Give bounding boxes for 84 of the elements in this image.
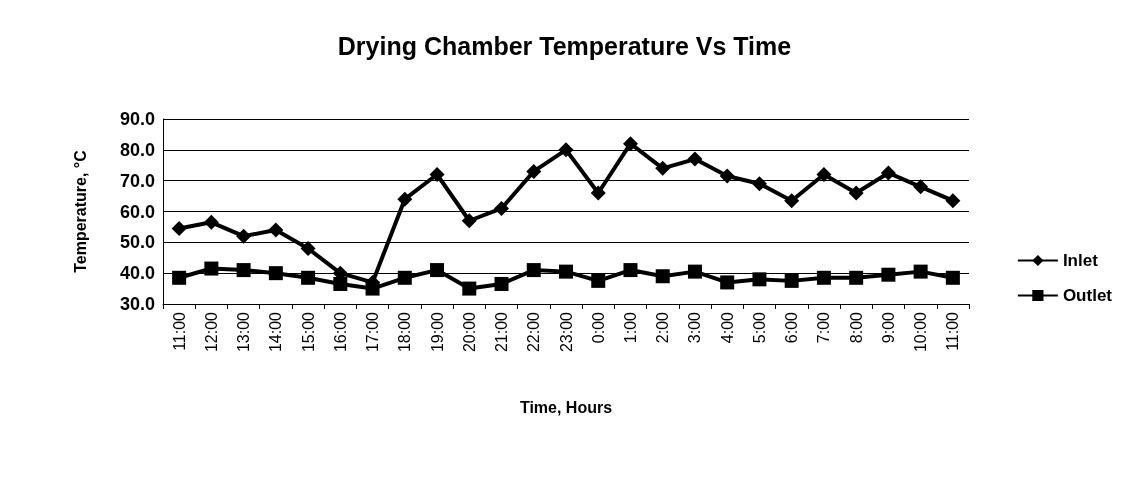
chart-title: Drying Chamber Temperature Vs Time bbox=[337, 31, 792, 60]
x-tick-label: 15:00 bbox=[299, 311, 317, 353]
point bbox=[494, 276, 509, 291]
x-tick-label: 1:00 bbox=[621, 311, 639, 344]
x-tick-label: 18:00 bbox=[396, 311, 414, 353]
point bbox=[559, 264, 573, 279]
y-tick-label: 80.0 bbox=[119, 139, 155, 160]
y-tick-label: 30.0 bbox=[119, 294, 155, 314]
point bbox=[429, 167, 445, 182]
x-tick-label: 13:00 bbox=[235, 311, 253, 353]
point bbox=[171, 220, 187, 236]
x-tick-label: 12:00 bbox=[202, 311, 220, 353]
x-tick-label: 4:00 bbox=[718, 311, 736, 344]
x-tick-label: 3:00 bbox=[686, 311, 704, 344]
x-tick-label: 23:00 bbox=[557, 311, 575, 353]
point bbox=[268, 222, 284, 238]
x-tick-label: 11:00 bbox=[170, 311, 188, 351]
point bbox=[203, 214, 219, 230]
point bbox=[816, 270, 831, 285]
x-tick-label: 5:00 bbox=[750, 311, 768, 344]
x-tick-label: 0:00 bbox=[589, 311, 607, 344]
point bbox=[494, 200, 510, 216]
y-tick-label: 60.0 bbox=[119, 201, 155, 222]
point bbox=[848, 185, 864, 201]
point bbox=[558, 142, 574, 158]
point bbox=[526, 163, 542, 179]
x-tick-label: 21:00 bbox=[493, 311, 511, 353]
x-tick-label: 16:00 bbox=[331, 311, 349, 353]
legend-label: Outlet bbox=[1062, 286, 1113, 305]
point bbox=[461, 213, 477, 229]
point bbox=[526, 263, 541, 278]
x-axis-title: Time, Hours bbox=[519, 398, 613, 416]
point bbox=[172, 270, 187, 285]
x-tick-label: 7:00 bbox=[815, 311, 833, 344]
point bbox=[623, 263, 638, 278]
point bbox=[751, 176, 767, 192]
point bbox=[655, 269, 670, 284]
x-tick-label: 2:00 bbox=[654, 311, 672, 344]
x-tick-label: 11:00 bbox=[944, 311, 962, 351]
point bbox=[849, 270, 864, 285]
x-tick-label: 20:00 bbox=[460, 311, 478, 353]
point bbox=[784, 273, 799, 288]
point bbox=[591, 273, 606, 288]
y-tick-label: 40.0 bbox=[119, 263, 155, 284]
point bbox=[655, 160, 671, 176]
point bbox=[880, 165, 896, 181]
point bbox=[204, 261, 219, 276]
point bbox=[397, 270, 412, 285]
y-tick-label: 70.0 bbox=[119, 170, 155, 191]
point bbox=[816, 167, 832, 182]
point bbox=[719, 168, 735, 184]
point bbox=[622, 136, 638, 152]
point bbox=[945, 193, 961, 209]
point bbox=[687, 264, 702, 279]
point bbox=[590, 185, 606, 201]
point bbox=[913, 264, 928, 279]
point bbox=[268, 266, 283, 281]
x-tick-label: 9:00 bbox=[879, 311, 897, 344]
x-tick-label: 10:00 bbox=[912, 311, 930, 353]
x-tick-label: 6:00 bbox=[783, 311, 801, 344]
point bbox=[784, 193, 800, 209]
point bbox=[752, 272, 767, 287]
point bbox=[720, 275, 735, 290]
point bbox=[881, 267, 896, 282]
point bbox=[236, 228, 252, 244]
x-tick-label: 19:00 bbox=[428, 311, 446, 353]
x-tick-label: 17:00 bbox=[364, 311, 382, 353]
y-tick-label: 90.0 bbox=[119, 109, 155, 129]
x-tick-label: 14:00 bbox=[267, 311, 285, 353]
legend-label: Inlet bbox=[1062, 251, 1099, 270]
point bbox=[301, 270, 316, 285]
y-tick-label: 50.0 bbox=[119, 232, 155, 253]
point bbox=[236, 263, 251, 278]
x-tick-label: 22:00 bbox=[525, 311, 543, 353]
y-axis-title: Temperature, °C bbox=[71, 149, 89, 273]
point bbox=[430, 263, 445, 278]
point bbox=[945, 270, 960, 285]
point bbox=[462, 281, 477, 296]
point bbox=[913, 179, 929, 195]
point bbox=[687, 151, 703, 167]
point bbox=[397, 191, 413, 207]
x-tick-label: 8:00 bbox=[847, 311, 865, 344]
point bbox=[333, 276, 348, 291]
point bbox=[300, 241, 316, 256]
